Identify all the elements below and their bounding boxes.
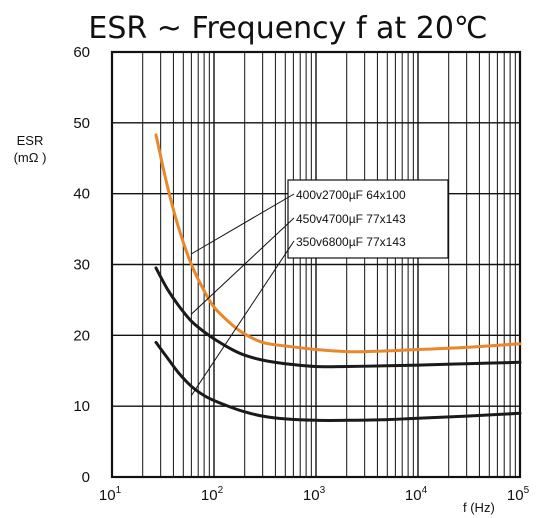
grid-layer [112,52,520,477]
y-tick-labels: 0 10 20 30 40 50 60 [73,44,90,486]
series-line-1 [154,133,522,354]
legend-entry-2: 450v4700µF 77x143 [296,212,406,226]
series-layer [154,133,522,422]
legend-entry-1: 400v2700µF 64x100 [296,188,406,202]
y-tick-label: 0 [82,469,90,486]
legend-box: 400v2700µF 64x100 450v4700µF 77x143 350v… [190,179,449,396]
leader-line-3 [190,240,295,396]
legend-entry-3: 350v6800µF 77x143 [296,235,406,249]
y-axis-label-line1: ESR [17,133,44,148]
plot-frame [110,50,522,479]
y-tick-label: 10 [73,398,90,415]
series-line-3 [154,340,522,422]
series-line-2 [154,266,522,369]
legend-frame [287,179,449,259]
x-tick-label: 104 [405,485,428,504]
chart-title: ESR ~ Frequency f at 20℃ [88,11,487,46]
y-axis-label-line2: (mΩ ) [14,150,47,165]
x-tick-label: 105 [507,485,530,504]
leader-line-1 [191,193,295,255]
leader-line-2 [191,217,295,315]
x-axis-label: f (Hz) [463,500,495,515]
x-tick-label: 102 [201,485,224,504]
x-tick-label: 101 [99,485,122,504]
leader-lines [190,193,295,396]
y-tick-label: 50 [73,115,90,132]
y-tick-label: 20 [73,327,90,344]
y-tick-label: 30 [73,257,90,274]
y-tick-label: 60 [73,44,90,61]
y-tick-label: 40 [73,186,90,203]
x-tick-label: 103 [303,485,326,504]
